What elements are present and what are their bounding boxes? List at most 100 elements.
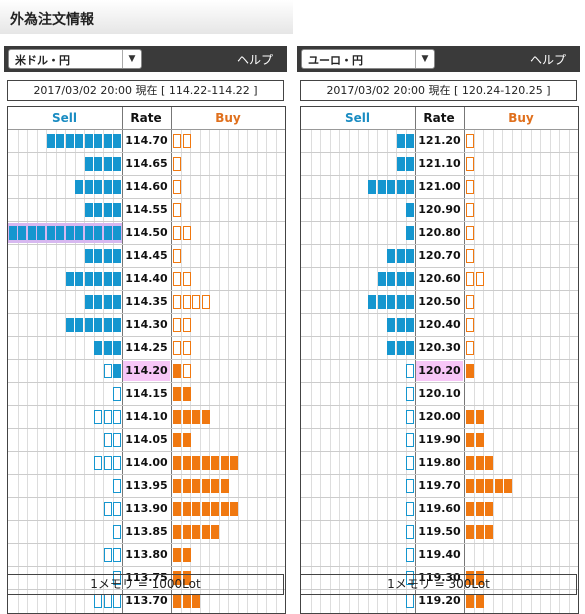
sell-bar-block	[387, 249, 395, 263]
buy-bar-block-outline	[173, 318, 181, 332]
rate-cell: 114.00	[125, 456, 168, 469]
cell-gridline	[493, 129, 494, 613]
buy-bar-block	[476, 502, 484, 516]
sell-bar-block	[47, 226, 55, 240]
cell-gridline	[521, 129, 522, 613]
cell-gridline	[46, 129, 47, 613]
rate-cell: 113.80	[125, 548, 168, 561]
sell-bar-block	[113, 249, 121, 263]
cell-gridline	[103, 129, 104, 613]
sell-bar-block	[406, 226, 414, 240]
sell-bar-block	[94, 180, 102, 194]
buy-bar-block	[466, 525, 474, 539]
buy-bar-block	[183, 479, 191, 493]
row-divider	[8, 520, 285, 521]
sell-bar-block	[387, 272, 395, 286]
chevron-down-icon[interactable]: ▼	[415, 50, 434, 68]
sell-header: Sell	[344, 111, 370, 125]
sell-bar-block-outline	[104, 502, 112, 516]
sell-bar-block	[85, 226, 93, 240]
buy-bar-block	[466, 456, 474, 470]
buy-bar-block-outline	[466, 249, 474, 263]
sell-bar-block	[47, 134, 55, 148]
buy-bar-block	[485, 456, 493, 470]
sell-bar-block	[85, 180, 93, 194]
cell-gridline	[349, 129, 350, 613]
buy-bar-block	[192, 525, 200, 539]
sell-bar-block	[85, 318, 93, 332]
row-divider	[8, 474, 285, 475]
timestamp-rate-box: 2017/03/02 20:00 現在 [ 120.24-120.25 ]	[300, 80, 577, 101]
sell-bar-block	[397, 272, 405, 286]
panel-header: 米ドル・円 ▼ ヘルプ	[4, 46, 287, 72]
buy-bar-block	[495, 479, 503, 493]
cell-gridline	[238, 129, 239, 613]
cell-gridline	[311, 129, 312, 613]
row-divider	[8, 175, 285, 176]
cell-gridline	[358, 129, 359, 613]
sell-bar-block	[104, 272, 112, 286]
sell-bar-block	[94, 226, 102, 240]
sell-bar-block	[94, 249, 102, 263]
buy-bar-block	[183, 387, 191, 401]
sell-bar-block-outline	[113, 479, 121, 493]
sell-bar-block	[378, 295, 386, 309]
sell-bar-block	[104, 295, 112, 309]
currency-pair-select[interactable]: 米ドル・円 ▼	[8, 49, 142, 69]
cell-gridline	[396, 129, 397, 613]
sell-bar-block-outline	[113, 456, 121, 470]
rate-cell: 119.60	[418, 502, 461, 515]
currency-pair-select[interactable]: ユーロ・円 ▼	[301, 49, 435, 69]
sell-bar-block	[75, 134, 83, 148]
buy-bar-block-outline	[173, 157, 181, 171]
row-divider	[301, 497, 578, 498]
buy-bar-block	[476, 479, 484, 493]
sell-bar-block	[28, 226, 36, 240]
rate-cell: 113.85	[125, 525, 168, 538]
cell-gridline	[228, 129, 229, 613]
help-link[interactable]: ヘルプ	[236, 53, 273, 67]
help-link[interactable]: ヘルプ	[529, 53, 566, 67]
buy-bar-block	[202, 410, 210, 424]
chevron-down-icon[interactable]: ▼	[122, 50, 141, 68]
sell-bar-block	[94, 318, 102, 332]
sell-bar-block-outline	[104, 410, 112, 424]
buy-bar-block-outline	[466, 203, 474, 217]
buy-bar-block	[230, 456, 238, 470]
buy-bar-block	[466, 571, 474, 585]
buy-bar-block	[485, 502, 493, 516]
buy-bar-block	[173, 456, 181, 470]
row-divider	[301, 313, 578, 314]
buy-bar-block-outline	[173, 134, 181, 148]
sell-bar-block	[94, 203, 102, 217]
buy-bar-block	[173, 525, 181, 539]
buy-bar-block	[192, 502, 200, 516]
sell-bar-block-outline	[113, 387, 121, 401]
rate-cell: 114.05	[125, 433, 168, 446]
buy-bar-block-outline	[466, 157, 474, 171]
buy-bar-block	[202, 525, 210, 539]
buy-bar-block-outline	[466, 134, 474, 148]
row-divider	[8, 267, 285, 268]
sell-bar-block	[406, 272, 414, 286]
buy-bar-block	[476, 525, 484, 539]
cell-gridline	[94, 129, 95, 613]
cell-gridline	[200, 129, 201, 613]
sell-bar-block	[406, 341, 414, 355]
buy-bar-block	[485, 479, 493, 493]
buy-bar-block	[183, 525, 191, 539]
sell-bar-block-outline	[406, 525, 414, 539]
sell-bar-block	[94, 341, 102, 355]
rate-cell: 120.40	[418, 318, 461, 331]
row-divider	[301, 336, 578, 337]
row-divider	[8, 336, 285, 337]
lot-scale-footer: 1メモリ = 1000Lot	[7, 574, 284, 595]
sell-bar-block	[94, 272, 102, 286]
sell-bar-block-outline	[113, 548, 121, 562]
sell-bar-block	[94, 134, 102, 148]
row-divider	[301, 267, 578, 268]
sell-bar-block	[378, 180, 386, 194]
buy-bar-block-outline	[183, 295, 191, 309]
header-divider	[8, 129, 285, 130]
buy-bar-block	[173, 410, 181, 424]
